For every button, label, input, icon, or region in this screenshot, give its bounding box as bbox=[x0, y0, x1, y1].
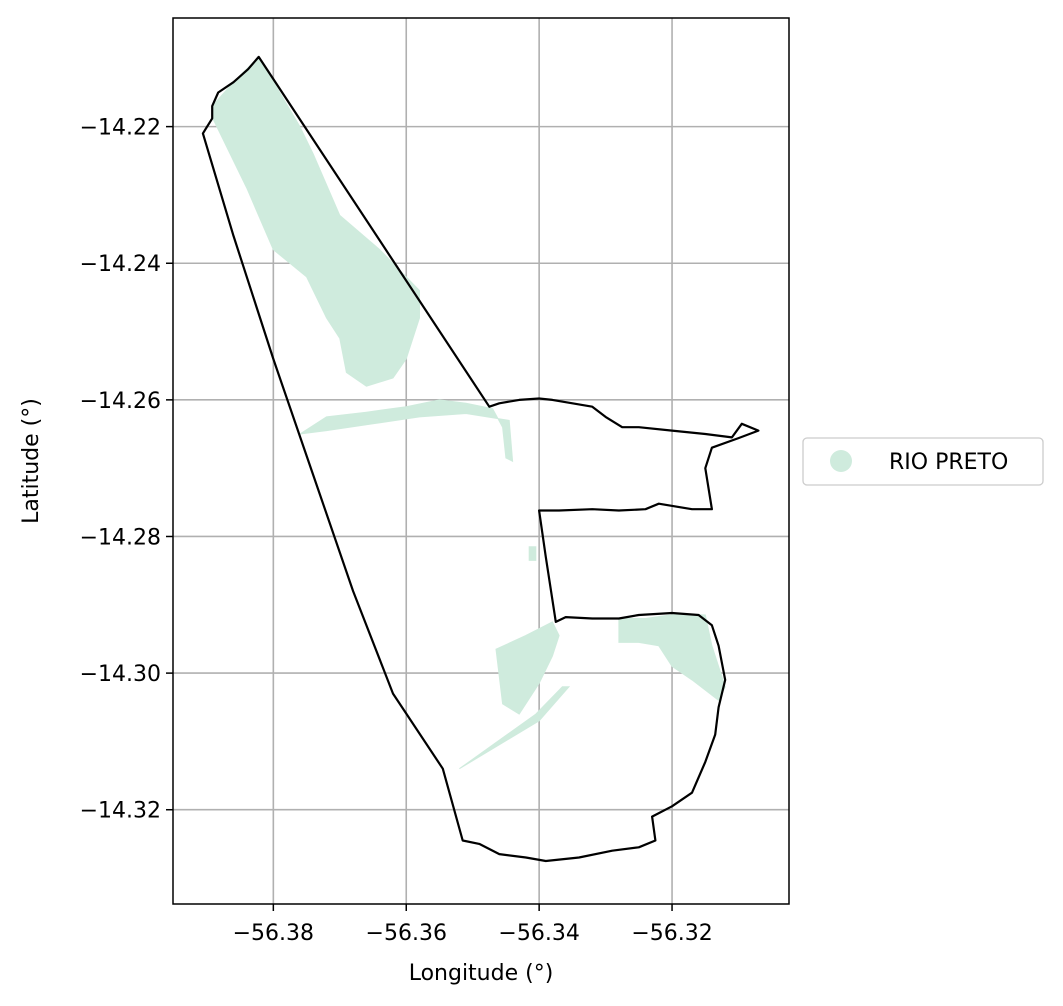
legend-label: RIO PRETO bbox=[889, 450, 1008, 475]
boundary-outline bbox=[201, 55, 760, 863]
region-polygon bbox=[459, 686, 571, 770]
y-tick-label: −14.30 bbox=[80, 662, 161, 687]
y-tick-label: −14.22 bbox=[80, 116, 161, 141]
y-tick-label: −14.26 bbox=[80, 389, 161, 414]
region-polygon bbox=[211, 56, 420, 387]
gridlines bbox=[173, 18, 789, 904]
legend-frame bbox=[802, 437, 1044, 486]
x-tick-label: −56.34 bbox=[498, 921, 579, 946]
x-axis-label: Longitude (°) bbox=[409, 961, 554, 986]
y-tick-label: −14.24 bbox=[80, 252, 161, 277]
municipality-boundary bbox=[201, 55, 760, 863]
y-axis-ticks: −14.22 −14.24 −14.26 −14.28 −14.30 −14.32 bbox=[80, 116, 173, 824]
legend-marker bbox=[830, 450, 852, 472]
x-axis-ticks: −56.38 −56.36 −56.34 −56.32 bbox=[233, 904, 713, 946]
x-tick-label: −56.32 bbox=[631, 921, 712, 946]
y-axis-label: Latitude (°) bbox=[19, 398, 44, 524]
plot-frame bbox=[172, 17, 790, 905]
region-polygon bbox=[528, 546, 537, 561]
y-tick-label: −14.32 bbox=[80, 799, 161, 824]
region-fills bbox=[211, 56, 726, 770]
region-polygon bbox=[495, 621, 560, 715]
region-polygon bbox=[299, 399, 514, 463]
legend: RIO PRETO bbox=[802, 437, 1044, 486]
x-tick-label: −56.38 bbox=[233, 921, 314, 946]
x-tick-label: −56.36 bbox=[366, 921, 447, 946]
y-tick-label: −14.28 bbox=[80, 525, 161, 550]
